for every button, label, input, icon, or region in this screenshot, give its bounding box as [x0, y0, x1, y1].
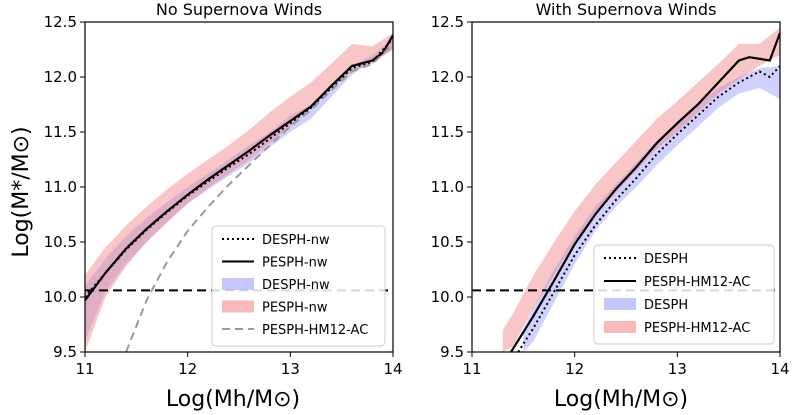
y-tick-label: 9.5 [440, 343, 464, 361]
x-tick-label: 14 [770, 360, 789, 378]
y-tick-label: 10.5 [431, 233, 464, 251]
y-tick-label: 11.5 [431, 123, 464, 141]
legend-label: PESPH-nw [262, 256, 328, 271]
legend-frame [593, 244, 775, 345]
x-axis-label-right: Log(Mh/M⊙) [554, 387, 688, 412]
legend-label: DESPH-nw [262, 233, 330, 248]
x-tick-label: 13 [281, 360, 300, 378]
legend-swatch-band [222, 300, 254, 313]
x-tick-label: 11 [75, 360, 94, 378]
legend-label: PESPH-nw [262, 301, 328, 316]
y-tick-label: 10.5 [44, 233, 77, 251]
x-tick-label: 14 [383, 360, 402, 378]
y-tick-label: 10.0 [431, 288, 464, 306]
legend-label: PESPH-HM12-AC [644, 321, 750, 336]
x-tick-label: 12 [178, 360, 197, 378]
panel-with-winds: With Supernova Winds 11 12 13 14 9.5 10.0 10.5 1… [431, 0, 790, 378]
y-tick-label: 11.0 [44, 178, 77, 196]
line-pesph-nw-3 [85, 34, 393, 301]
legend-swatch-band [604, 321, 636, 333]
legend-label: DESPH [644, 298, 688, 313]
y-tick-label: 12.5 [44, 13, 77, 31]
band-pesph-nw-1 [85, 33, 393, 352]
legend-label: PESPH-HM12-AC [644, 275, 750, 290]
y-tick-label: 12.0 [44, 68, 77, 86]
legend-frame [211, 225, 386, 347]
x-axis-label-left: Log(Mh/M⊙) [166, 387, 300, 412]
y-tick-label: 9.5 [53, 343, 77, 361]
x-tick-label: 11 [462, 360, 481, 378]
y-axis-label: Log(M*/M⊙) [9, 126, 34, 257]
y-tick-label: 10.0 [44, 288, 77, 306]
x-tick-label: 13 [668, 360, 687, 378]
legend-label: DESPH [644, 252, 688, 267]
y-tick-label: 12.0 [431, 68, 464, 86]
panel-title: With Supernova Winds [536, 0, 717, 19]
y-tick-label: 12.5 [431, 13, 464, 31]
legend: DESPH-nw PESPH-nw DESPH-nw PESPH-nw PESPH-HM… [211, 225, 386, 347]
y-tick-label: 11.5 [44, 123, 77, 141]
legend-label: DESPH-nw [262, 278, 330, 293]
band-pesph-hm12-ac-1 [502, 27, 780, 352]
legend-label: PESPH-HM12-AC [262, 323, 368, 338]
legend: DESPH PESPH-HM12-AC DESPH PESPH-HM12-AC [593, 244, 775, 345]
y-tick-label: 11.0 [431, 178, 464, 196]
legend-swatch-band [604, 298, 636, 310]
legend-swatch-band [222, 278, 254, 290]
line-pesph-hm12-ac-3 [510, 32, 780, 352]
line-pesph-hm12-ac-4 [125, 43, 393, 352]
panel-no-winds: No Supernova Winds 11 12 13 14 9.5 10.0 10.5 11.… [44, 0, 403, 378]
x-tick-label: 12 [565, 360, 584, 378]
panel-title: No Supernova Winds [156, 0, 322, 19]
